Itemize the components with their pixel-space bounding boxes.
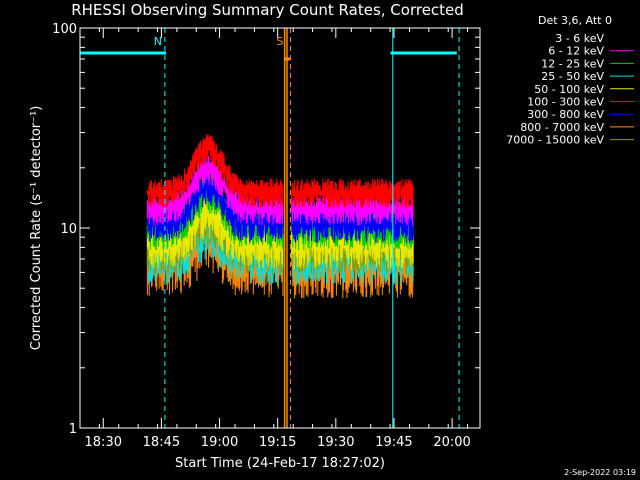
event-marker-label-s: S: [276, 35, 283, 48]
chart-title: RHESSI Observing Summary Count Rates, Co…: [71, 1, 464, 19]
legend-label-3: 12 - 25 keV: [541, 57, 604, 70]
legend-label-4: 25 - 50 keV: [541, 70, 604, 83]
legend-label-9: 7000 - 15000 keV: [506, 134, 604, 147]
x-tick-label-6: 19:45: [375, 435, 412, 450]
axes-layer: [79, 27, 481, 429]
legend-label-8: 800 - 7000 keV: [520, 121, 604, 134]
series-3-6-kev: [146, 53, 415, 188]
label-layer: Start Time (24-Feb-17 18:27:02) Correcte…: [29, 22, 471, 471]
x-tick-label-4: 19:15: [259, 435, 296, 450]
y-tick-label-3: 100: [52, 22, 77, 37]
legend-label-7: 300 - 800 keV: [527, 108, 604, 121]
event-marker-label-n: N: [154, 35, 162, 48]
y-tick-label-1: 1: [69, 422, 77, 437]
series-segment-1: [146, 154, 284, 226]
legend-label-1: 3 - 6 keV: [555, 32, 604, 45]
x-tick-label-3: 19:00: [201, 435, 238, 450]
legend-label-5: 50 - 100 keV: [534, 83, 604, 96]
x-tick-label-7: 20:00: [433, 435, 470, 450]
legend-header: Det 3,6, Att 0: [538, 14, 612, 27]
y-axis-label: Corrected Count Rate (s⁻¹ detector⁻¹): [29, 106, 44, 351]
legend-label-2: 6 - 12 keV: [548, 45, 604, 58]
legend-label-6: 100 - 300 keV: [527, 96, 604, 109]
series-segment-2: [291, 64, 415, 139]
series-segment-1: [146, 134, 284, 209]
series-segment-1: [146, 53, 284, 188]
series-segment-1: [146, 171, 284, 243]
saa-marker-box: [283, 57, 290, 61]
y-tick-label-2: 10: [60, 222, 77, 237]
x-axis-label: Start Time (24-Feb-17 18:27:02): [175, 456, 385, 471]
x-tick-label-5: 19:30: [317, 435, 354, 450]
x-tick-label-1: 18:30: [85, 435, 122, 450]
generated-timestamp: 2-Sep-2022 03:19: [564, 468, 636, 477]
x-tick-label-2: 18:45: [143, 435, 180, 450]
